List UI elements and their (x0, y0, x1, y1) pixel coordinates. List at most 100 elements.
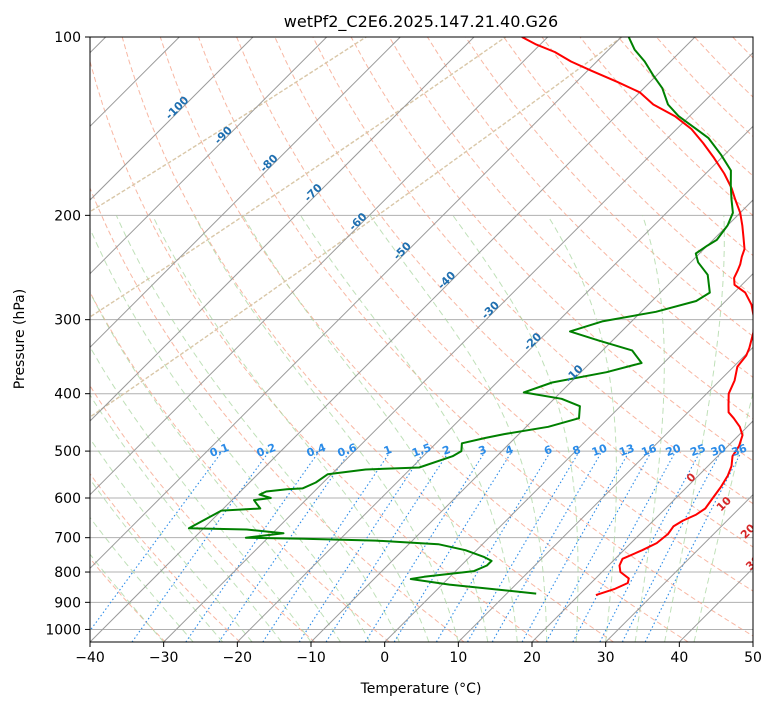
x-tick-label: 40 (670, 650, 688, 666)
mixing-ratio-label: 1 (382, 443, 394, 458)
moist-adiabats (90, 215, 753, 642)
mixing-ratio-line (298, 450, 425, 642)
y-tick-label: 600 (54, 491, 81, 507)
moist-adiabat-line (90, 291, 341, 642)
y-tick-label: 200 (54, 208, 81, 224)
mixing-ratio-line (262, 450, 392, 642)
dry-adiabat-line (350, 37, 753, 462)
moist-adiabat-line (90, 478, 223, 642)
mixing-ratio-label: 0.2 (255, 441, 278, 460)
isotherm-line (310, 199, 753, 642)
mixing-ratio-line (393, 450, 513, 642)
y-tick-label: 500 (54, 444, 81, 460)
moist-adiabat-line (90, 346, 312, 642)
mixing-ratio-label: 20 (664, 442, 683, 460)
isotherms (90, 37, 753, 642)
y-tick-label: 100 (54, 30, 81, 46)
y-tick-label: 800 (54, 565, 81, 581)
temperature-trace (521, 37, 753, 597)
mixing-ratio-label: 0.4 (305, 441, 328, 460)
dry-adiabat-line (198, 37, 753, 637)
mixing-ratio-line (131, 450, 270, 642)
dewpoint-trace (187, 37, 734, 595)
mixing-ratio-label: 8 (571, 443, 583, 458)
mixing-ratio-line (185, 450, 320, 642)
sounding-traces (187, 37, 753, 597)
isohumes (90, 37, 623, 418)
dry-adiabat-line (121, 37, 614, 642)
y-axis-ticks: 100 200 300 400 500 600 700 800 900 1000 (45, 30, 90, 638)
mixing-ratio-label: 6 (542, 443, 554, 458)
moist-adiabat-line (90, 394, 282, 642)
dry-adiabat-line (90, 291, 390, 642)
mixing-ratio-line (90, 450, 223, 632)
dry-adiabat-line (90, 557, 166, 642)
moist-adiabat-line (369, 215, 548, 642)
isotherm-line (384, 272, 753, 642)
mixing-ratio-line (521, 450, 630, 642)
isotherm-line (457, 346, 753, 642)
plot-frame (89, 36, 754, 643)
x-tick-label: 10 (449, 650, 467, 666)
moist-adiabat-line (664, 215, 725, 642)
mixing-ratio-label: 1.5 (410, 441, 433, 460)
x-tick-label: 30 (597, 650, 615, 666)
mixing-ratio-line (218, 450, 351, 642)
mixing-ratio-label: 10 (590, 442, 609, 460)
y-tick-label: 400 (54, 387, 81, 403)
isotherm-line (90, 37, 401, 349)
moist-adiabat-line (115, 215, 400, 642)
x-axis-ticks: −40 −30 −20 −10 0 10 20 30 40 50 (75, 642, 762, 666)
y-tick-label: 300 (54, 313, 81, 329)
mixing-ratio-label: 2 (441, 443, 453, 458)
isotherm-line (90, 37, 622, 570)
mixing-ratio-label: 30 (709, 442, 728, 460)
moist-adiabat-line (193, 215, 459, 642)
dry-adiabat-line (90, 384, 316, 642)
mixing-ratio-label: 16 (640, 442, 659, 460)
x-tick-label: 20 (523, 650, 541, 666)
isohume-line (90, 37, 623, 418)
moist-adiabat-line (151, 215, 430, 642)
moist-adiabat-line (452, 215, 579, 642)
mixing-ratio-label: 0.1 (208, 441, 231, 460)
plot-area: 0.1 0.2 0.4 0.6 1 1.5 2 3 4 6 8 10 13 16 20 25 30 36-100-… (90, 37, 763, 642)
moist-adiabat-line (90, 437, 253, 642)
mixing-ratio-label: 0.6 (336, 441, 359, 460)
mixing-ratio-label: 3 (477, 443, 489, 458)
y-tick-label: 1000 (45, 622, 81, 638)
background-line-labels: 0.1 0.2 0.4 0.6 1 1.5 2 3 4 6 8 10 13 16 20 25 30 36-100-… (163, 93, 763, 573)
isotherm-line (90, 37, 696, 642)
x-tick-label: −30 (149, 650, 179, 666)
isotherm-line (236, 125, 753, 642)
moist-adiabat-line (634, 215, 665, 642)
isotherm-line (90, 37, 328, 275)
x-tick-label: −10 (296, 650, 326, 666)
mixing-ratio-label: 13 (617, 442, 636, 459)
x-tick-label: 50 (744, 650, 762, 666)
moist-adiabat-line (547, 215, 617, 642)
isotherm-line (163, 51, 753, 642)
mixing-ratio-line (545, 450, 653, 642)
isotherm-line (90, 37, 254, 201)
y-axis-label: Pressure (hPa) (12, 289, 28, 389)
dry-adiabat-line (90, 472, 241, 642)
x-tick-label: 0 (380, 650, 389, 666)
isotherm-line (90, 37, 549, 496)
x-axis-label: Temperature (°C) (360, 681, 482, 697)
y-tick-label: 900 (54, 595, 81, 611)
mixing-ratio-label: 4 (503, 443, 515, 458)
mixing-ratio-label: 25 (689, 442, 708, 459)
dry-adiabat-line (426, 37, 753, 378)
mixing-ratio-line (325, 450, 450, 642)
mixing-ratio-line (644, 450, 743, 642)
mixing-ratio-lines (90, 450, 743, 642)
mixing-ratio-line (572, 450, 677, 642)
moist-adiabat-label: 30 (743, 553, 763, 573)
isotherm-line (605, 493, 753, 642)
dry-adiabat-line (90, 186, 465, 642)
x-tick-label: −20 (223, 650, 253, 666)
dry-adiabat-line (236, 37, 753, 592)
